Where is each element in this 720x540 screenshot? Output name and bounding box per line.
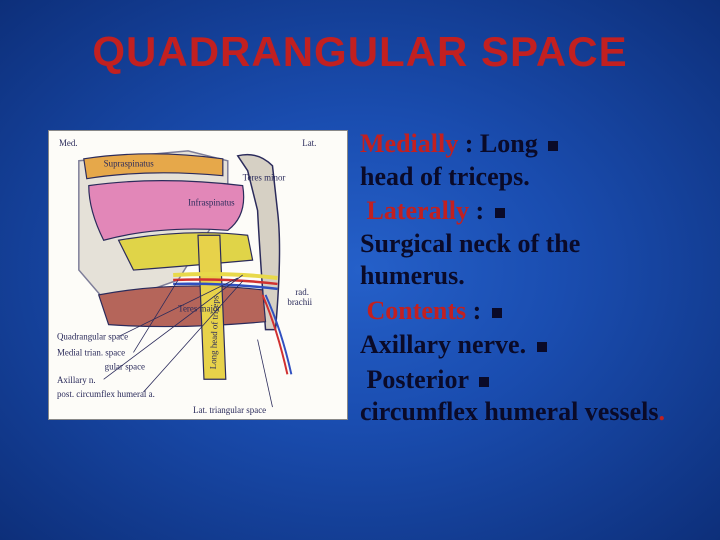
label-lat: Lat.: [302, 138, 316, 148]
text-axillary: Axillary nerve: [360, 330, 520, 359]
bullet-icon: [479, 377, 489, 387]
label-contents: Contents :: [367, 296, 482, 325]
text-content: Medially : Long head of triceps. Lateral…: [360, 128, 680, 431]
item-contents: Contents :: [360, 295, 680, 328]
slide-title: QUADRANGULAR SPACE: [0, 28, 720, 76]
text-posterior-2: circumflex humeral vessels: [360, 397, 658, 426]
item-laterally: Laterally : Surgical neck of the humerus…: [360, 195, 680, 293]
text-laterally: Surgical neck of the humerus: [360, 229, 580, 291]
bullet-icon: [492, 308, 502, 318]
label-infraspinatus: Infraspinatus: [188, 197, 235, 207]
bullet-icon: [495, 208, 505, 218]
text-medially-1: Long: [480, 129, 538, 158]
label-medial-trian: Medial trian. space: [57, 347, 125, 357]
label-quadrangular: Quadrangular space: [57, 332, 128, 342]
label-laterally: Laterally :: [367, 196, 485, 225]
bullet-icon: [537, 342, 547, 352]
label-supraspinatus: Supraspinatus: [104, 159, 155, 169]
label-lat-triang: Lat. triangular space: [193, 405, 266, 415]
anatomy-diagram: Med. Lat. Supraspinatus Infraspinatus Te…: [48, 130, 348, 420]
label-medially: Medially :: [360, 129, 473, 158]
item-posterior: Posterior circumflex humeral vessels.: [360, 364, 680, 429]
text-medially-2: head of triceps.: [360, 162, 530, 191]
item-axillary: Axillary nerve.: [360, 329, 680, 362]
anatomy-svg: Med. Lat. Supraspinatus Infraspinatus Te…: [49, 131, 347, 419]
item-medially: Medially : Long head of triceps.: [360, 128, 680, 193]
label-med: Med.: [59, 138, 78, 148]
label-axillary-n: Axillary n.: [57, 375, 96, 385]
bullet-icon: [548, 141, 558, 151]
label-gular-space: gular space: [105, 361, 145, 371]
text-posterior-1: Posterior: [367, 365, 469, 394]
label-teres-minor: Teres minor: [243, 173, 286, 183]
label-post-circumflex: post. circumflex humeral a.: [57, 389, 155, 399]
label-rad-brachii: rad. brachii: [287, 287, 312, 307]
